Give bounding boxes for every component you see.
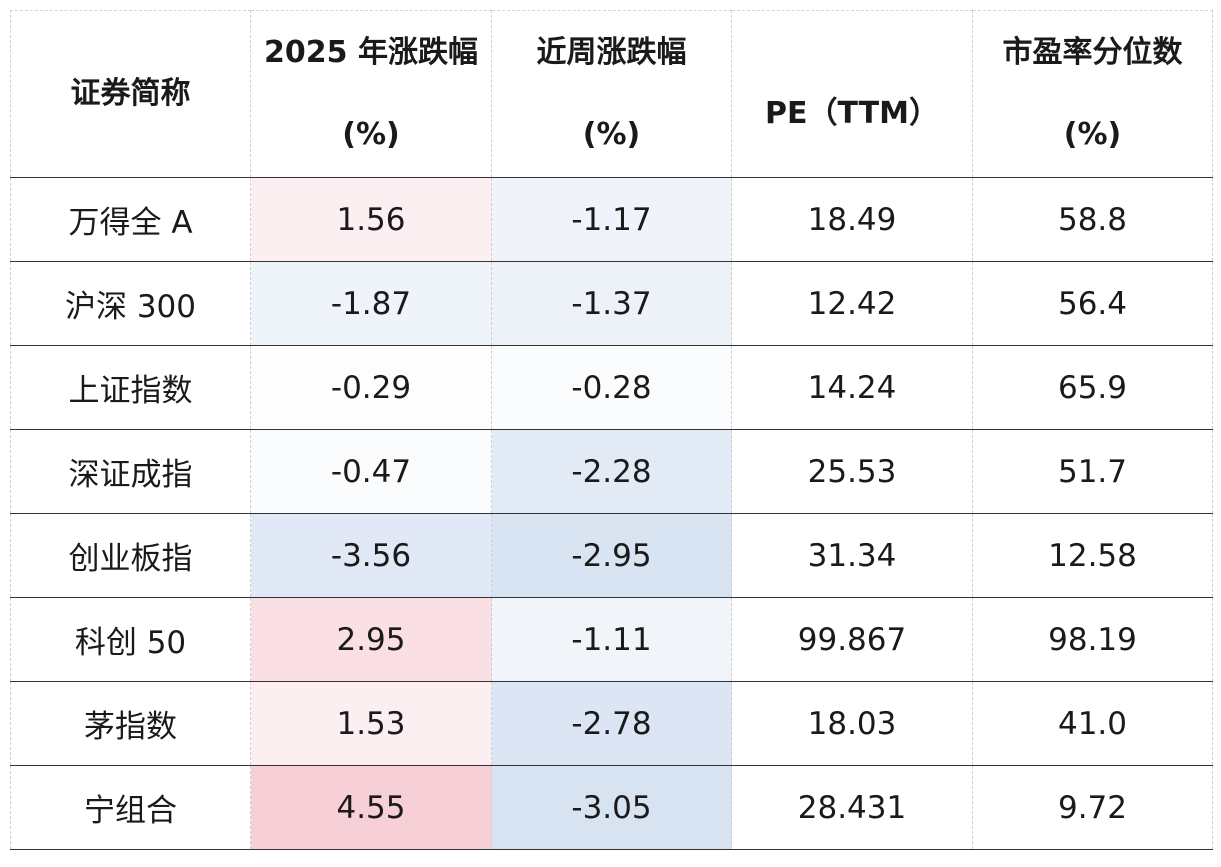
- header-ytd-unit: (%): [342, 117, 400, 152]
- header-week-unit: (%): [582, 117, 641, 152]
- cell-pct: 12.58: [972, 513, 1213, 598]
- cell-name: 宁组合: [10, 765, 251, 850]
- header-ytd: 2025 年涨跌幅 (%): [250, 10, 492, 178]
- cell-pct: 41.0: [972, 681, 1213, 766]
- cell-pe: 18.03: [731, 681, 973, 766]
- cell-pe: 31.34: [731, 513, 973, 598]
- header-pct-label: 市盈率分位数: [1002, 35, 1183, 70]
- table-row: 万得全 A 1.56 -1.17 18.49 58.8: [10, 177, 1213, 262]
- table-row: 茅指数 1.53 -2.78 18.03 41.0: [10, 681, 1213, 766]
- cell-ytd: -1.87: [250, 261, 492, 346]
- cell-week: -1.37: [491, 261, 732, 346]
- header-pct-unit: (%): [1063, 117, 1122, 152]
- cell-pct: 65.9: [972, 345, 1213, 430]
- cell-pct: 56.4: [972, 261, 1213, 346]
- cell-name: 科创 50: [10, 597, 251, 682]
- table-row: 沪深 300 -1.87 -1.37 12.42 56.4: [10, 261, 1213, 346]
- header-ytd-label: 2025 年涨跌幅: [264, 35, 478, 70]
- cell-pct: 58.8: [972, 177, 1213, 262]
- header-week-label: 近周涨跌幅: [536, 35, 687, 70]
- cell-ytd: 1.53: [250, 681, 492, 766]
- table-row: 创业板指 -3.56 -2.95 31.34 12.58: [10, 513, 1213, 598]
- header-pe: PE（TTM）: [731, 10, 973, 178]
- cell-pe: 18.49: [731, 177, 973, 262]
- cell-name: 茅指数: [10, 681, 251, 766]
- header-row: 证券简称 2025 年涨跌幅 (%) 近周涨跌幅 (%) PE（TTM） 市盈率…: [10, 10, 1213, 178]
- cell-pe: 99.867: [731, 597, 973, 682]
- table-row: 宁组合 4.55 -3.05 28.431 9.72: [10, 765, 1213, 850]
- cell-ytd: -0.47: [250, 429, 492, 514]
- cell-name: 深证成指: [10, 429, 251, 514]
- cell-week: -1.11: [491, 597, 732, 682]
- header-week: 近周涨跌幅 (%): [491, 10, 732, 178]
- cell-pe: 25.53: [731, 429, 973, 514]
- cell-ytd: -3.56: [250, 513, 492, 598]
- market-index-table: 证券简称 2025 年涨跌幅 (%) 近周涨跌幅 (%) PE（TTM） 市盈率…: [10, 10, 1213, 850]
- cell-pct: 9.72: [972, 765, 1213, 850]
- cell-name: 万得全 A: [10, 177, 251, 262]
- cell-ytd: 4.55: [250, 765, 492, 850]
- header-pct: 市盈率分位数 (%): [972, 10, 1213, 178]
- cell-week: -2.95: [491, 513, 732, 598]
- cell-name: 创业板指: [10, 513, 251, 598]
- header-name-label: 证券简称: [70, 76, 191, 111]
- cell-week: -2.78: [491, 681, 732, 766]
- cell-week: -2.28: [491, 429, 732, 514]
- cell-ytd: 1.56: [250, 177, 492, 262]
- table-row: 深证成指 -0.47 -2.28 25.53 51.7: [10, 429, 1213, 514]
- cell-pe: 28.431: [731, 765, 973, 850]
- cell-ytd: -0.29: [250, 345, 492, 430]
- cell-name: 上证指数: [10, 345, 251, 430]
- cell-pe: 12.42: [731, 261, 973, 346]
- table-row: 上证指数 -0.29 -0.28 14.24 65.9: [10, 345, 1213, 430]
- cell-ytd: 2.95: [250, 597, 492, 682]
- cell-week: -3.05: [491, 765, 732, 850]
- cell-name: 沪深 300: [10, 261, 251, 346]
- table-row: 科创 50 2.95 -1.11 99.867 98.19: [10, 597, 1213, 682]
- header-pe-label: PE（TTM）: [765, 96, 939, 131]
- cell-pe: 14.24: [731, 345, 973, 430]
- cell-week: -1.17: [491, 177, 732, 262]
- cell-week: -0.28: [491, 345, 732, 430]
- cell-pct: 98.19: [972, 597, 1213, 682]
- cell-pct: 51.7: [972, 429, 1213, 514]
- header-name: 证券简称: [10, 10, 251, 178]
